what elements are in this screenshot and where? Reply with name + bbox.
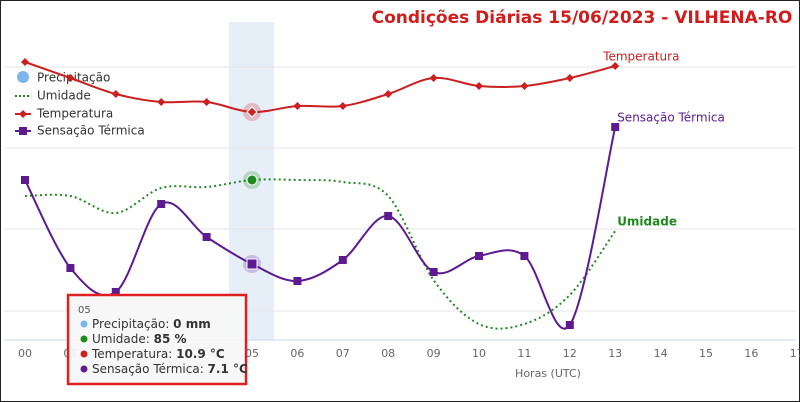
legend-label: Sensação Térmica	[37, 124, 145, 138]
tooltip-dot	[80, 320, 88, 328]
tooltip-title: 05	[78, 305, 91, 316]
marker	[338, 256, 347, 264]
marker	[157, 98, 166, 106]
marker	[384, 212, 393, 220]
marker	[429, 268, 438, 276]
legend-symbol	[19, 127, 27, 135]
marker	[293, 277, 302, 285]
tooltip-value: 0 mm	[173, 317, 211, 331]
x-tick-label: 16	[744, 347, 758, 360]
tooltip-box	[66, 293, 248, 386]
chart-title: Condições Diárias 15/06/2023 - VILHENA-R…	[372, 8, 793, 28]
x-tick-label: 15	[699, 347, 713, 360]
marker	[66, 264, 75, 272]
tooltip-value: 85 %	[154, 332, 187, 346]
marker	[157, 200, 166, 208]
marker	[475, 252, 483, 260]
x-tick-label: 05	[245, 347, 259, 360]
plot: 000102030405060708091011121314151617Umid…	[18, 50, 800, 361]
tooltip-label: Sensação Térmica:	[92, 362, 208, 376]
tooltip-row: Temperatura: 10.9 °C	[91, 347, 225, 361]
marker	[21, 176, 29, 184]
marker	[202, 98, 211, 106]
marker	[293, 102, 302, 110]
marker	[565, 74, 574, 82]
legend-symbol	[17, 71, 29, 83]
series-line	[24, 61, 616, 114]
tooltip-label: Umidade:	[92, 332, 154, 346]
marker	[111, 90, 120, 98]
x-tick-label: 08	[381, 347, 395, 360]
series-label: Sensação Térmica	[617, 111, 725, 125]
tooltip-row: Sensação Térmica: 7.1 °C	[92, 362, 248, 376]
series-label: Temperatura	[602, 50, 679, 64]
x-tick-label: 14	[654, 347, 668, 360]
tooltip-row: Precipitação: 0 mm	[92, 317, 211, 331]
marker	[202, 233, 211, 241]
marker	[611, 123, 620, 131]
marker	[384, 90, 393, 98]
marker	[66, 74, 75, 82]
tooltip-label: Temperatura:	[91, 347, 176, 361]
marker	[611, 62, 620, 70]
marker	[565, 321, 574, 329]
tooltip-value: 7.1 °C	[208, 362, 248, 376]
tooltip-row: Umidade: 85 %	[92, 332, 187, 346]
x-tick-label: 12	[563, 347, 577, 360]
marker	[338, 102, 347, 110]
marker	[246, 106, 258, 118]
legend-label: Temperatura	[36, 107, 113, 121]
series-label: Umidade	[617, 215, 677, 229]
tooltip-label: Precipitação:	[92, 317, 173, 331]
tooltip-value: 10.9 °C	[176, 347, 225, 361]
grid	[4, 66, 796, 312]
marker	[520, 252, 529, 260]
marker	[111, 288, 120, 296]
legend: Precipitação Umidade Temperatura Sensaçã…	[15, 71, 145, 138]
marker	[21, 58, 29, 66]
marker	[246, 174, 258, 186]
x-tick-label: 09	[427, 347, 441, 360]
tooltip-dot	[80, 365, 88, 373]
marker	[475, 82, 483, 90]
tooltip-dot	[80, 335, 88, 343]
x-tick-label: 06	[290, 347, 304, 360]
marker	[520, 82, 529, 90]
x-tick-label: 13	[608, 347, 622, 360]
marker	[429, 74, 438, 82]
x-tick-label: 11	[517, 347, 531, 360]
marker	[246, 258, 258, 270]
legend-symbol	[19, 110, 27, 118]
legend-label: Umidade	[37, 89, 91, 103]
x-tick-label: 00	[18, 347, 32, 360]
x-axis-label: Horas (UTC)	[515, 367, 581, 380]
x-tick-label: 10	[472, 347, 486, 360]
x-tick-label: 17	[790, 347, 800, 360]
tooltip-dot	[80, 350, 88, 358]
x-tick-label: 07	[336, 347, 350, 360]
